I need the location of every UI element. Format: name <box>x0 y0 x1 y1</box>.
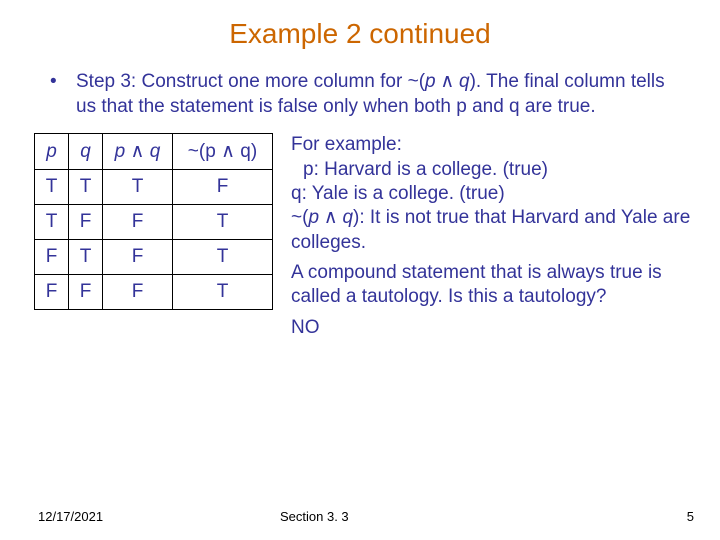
table-row: TFFT <box>35 205 273 240</box>
example-p: p: Harvard is a college. (true) <box>291 158 700 182</box>
example-neg: ~(p ∧ q): It is not true that Harvard an… <box>291 207 690 252</box>
footer: 12/17/2021 Section 3. 3 5 <box>0 509 720 524</box>
step-body: Step 3: Construct one more column for ~(… <box>76 70 670 119</box>
table-row: FFFT <box>35 275 273 310</box>
example-text: For example: p: Harvard is a college. (t… <box>291 133 720 346</box>
th-pq: p ∧ q <box>103 134 173 170</box>
truth-table: p q p ∧ q ~(p ∧ q) TTTF TFFT FTFT FFFT <box>34 133 273 346</box>
footer-date: 12/17/2021 <box>0 509 280 524</box>
th-p: p <box>35 134 69 170</box>
footer-page: 5 <box>687 509 720 524</box>
th-npq: ~(p ∧ q) <box>173 134 273 170</box>
footer-section: Section 3. 3 <box>280 509 687 524</box>
tautology-text: A compound statement that is always true… <box>291 261 700 310</box>
example-q: q: Yale is a college. (true) <box>291 183 505 204</box>
step-text: • Step 3: Construct one more column for … <box>0 62 720 119</box>
tautology-answer: NO <box>291 316 700 340</box>
slide-title: Example 2 continued <box>0 0 720 62</box>
th-q: q <box>69 134 103 170</box>
bullet: • <box>50 70 76 119</box>
table-row: FTFT <box>35 240 273 275</box>
table-row: TTTF <box>35 170 273 205</box>
example-intro: For example: <box>291 134 402 155</box>
